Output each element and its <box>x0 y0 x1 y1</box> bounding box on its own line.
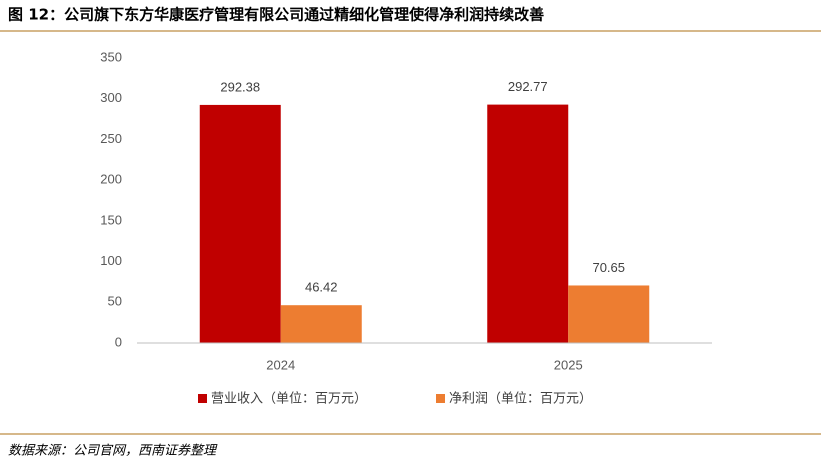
source-note: 数据来源：公司官网，西南证券整理 <box>8 444 218 459</box>
x-tick-label: 2025 <box>554 357 583 372</box>
y-tick-label: 150 <box>100 212 122 227</box>
y-tick-label: 100 <box>100 253 122 268</box>
chart-title: 图 12：公司旗下东方华康医疗管理有限公司通过精细化管理使得净利润持续改善 <box>8 6 544 24</box>
x-tick-label: 2024 <box>266 357 295 372</box>
value-label: 46.42 <box>305 280 338 295</box>
legend-label: 净利润（单位：百万元） <box>449 392 592 407</box>
y-tick-label: 350 <box>100 49 122 64</box>
value-label: 70.65 <box>592 260 625 275</box>
y-tick-label: 0 <box>115 334 122 349</box>
value-label: 292.38 <box>220 79 260 94</box>
value-label: 292.77 <box>508 79 548 94</box>
legend-swatch <box>198 394 207 403</box>
bar <box>199 104 281 343</box>
legend-label: 营业收入（单位：百万元） <box>211 392 367 407</box>
bar <box>280 305 362 343</box>
y-tick-label: 50 <box>108 294 122 309</box>
bar <box>568 285 650 343</box>
legend-swatch <box>436 394 445 403</box>
bar <box>487 104 569 344</box>
y-tick-label: 300 <box>100 90 122 105</box>
y-tick-label: 250 <box>100 131 122 146</box>
y-tick-label: 200 <box>100 172 122 187</box>
